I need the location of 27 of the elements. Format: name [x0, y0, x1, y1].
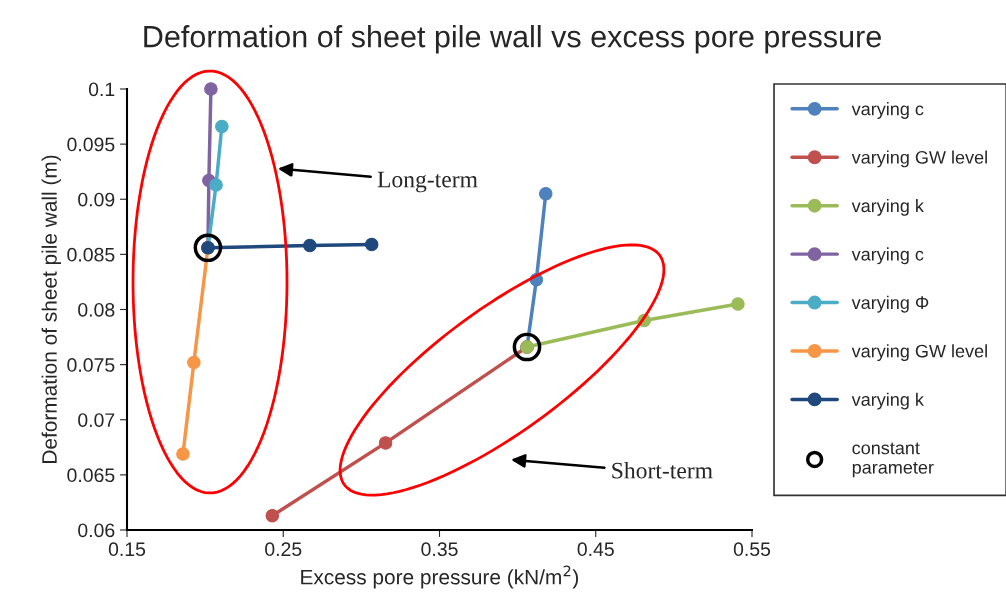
legend-label: varying GW level: [851, 344, 987, 362]
chart-title: Deformation of sheet pile wall vs excess pore pressure: [144, 25, 881, 54]
x-tick-label: 0.35: [421, 542, 458, 557]
y-tick-label: 0.095: [67, 137, 115, 152]
y-tick-label: 0.06: [78, 523, 115, 538]
legend-label: varying c: [851, 247, 924, 265]
y-tick-label: 0.08: [78, 302, 115, 317]
legend-label: varying k: [851, 198, 924, 216]
legend-label: constant parameter: [852, 442, 934, 478]
y-tick-label: 0.075: [67, 358, 115, 372]
x-tick-label: 0.25: [265, 542, 302, 557]
y-tick-label: 0.1: [88, 82, 115, 97]
annotation: Short-term: [612, 461, 713, 479]
annotation: Long-term: [377, 171, 478, 193]
legend-label: varying Φ: [851, 295, 929, 313]
y-axis-title: Deformation of sheet pile wall (m): [41, 155, 61, 463]
x-tick-label: 0.55: [733, 542, 771, 557]
x-axis-title: Excess pore pressure (kN/m$^{2}$): [301, 565, 578, 589]
y-tick-label: 0.065: [67, 468, 115, 483]
y-tick-label: 0.09: [78, 192, 115, 207]
x-tick-label: 0.15: [108, 542, 146, 557]
legend-label: varying k: [851, 392, 924, 410]
legend-label: varying GW level: [851, 150, 987, 168]
y-tick-label: 0.085: [67, 247, 115, 262]
x-tick-label: 0.45: [577, 542, 614, 557]
y-tick-label: 0.07: [78, 413, 115, 427]
legend-label: varying c: [851, 102, 924, 119]
